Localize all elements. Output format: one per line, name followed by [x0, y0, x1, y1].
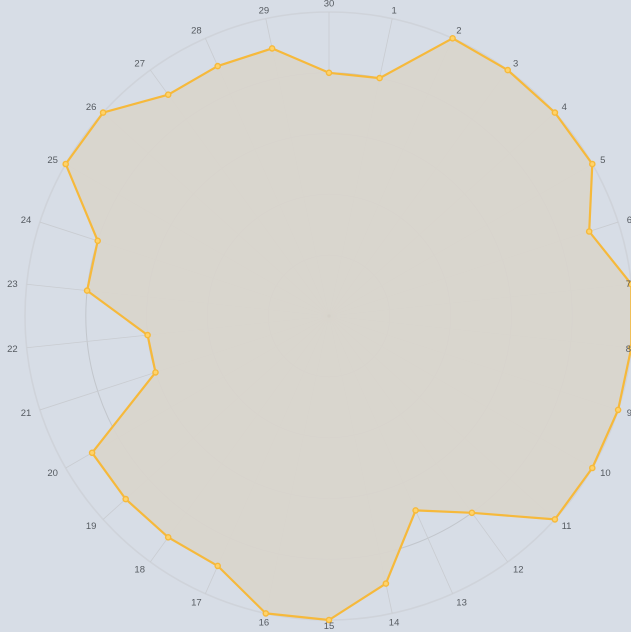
- data-point-1[interactable]: [376, 74, 383, 82]
- category-label-19: 19: [86, 521, 97, 532]
- category-label-18: 18: [134, 565, 145, 576]
- category-label-16: 16: [259, 618, 270, 629]
- category-label-4: 4: [562, 102, 567, 113]
- category-label-21: 21: [21, 408, 32, 419]
- data-point-8[interactable]: [628, 344, 631, 352]
- data-point-6[interactable]: [585, 228, 593, 235]
- data-point-9[interactable]: [614, 406, 622, 414]
- category-label-14: 14: [389, 618, 400, 629]
- category-label-5: 5: [600, 155, 605, 166]
- category-label-2: 2: [456, 26, 461, 37]
- radar-category-labels: 1234567891011121314151617181920212223242…: [7, 0, 631, 632]
- category-label-24: 24: [21, 215, 32, 226]
- data-point-24[interactable]: [94, 237, 101, 245]
- category-label-13: 13: [456, 597, 467, 608]
- radar-series-area: [64, 37, 631, 622]
- data-point-14[interactable]: [382, 580, 390, 587]
- data-point-17[interactable]: [214, 562, 221, 570]
- data-point-13[interactable]: [412, 507, 419, 514]
- category-label-27: 27: [134, 58, 145, 69]
- category-label-8: 8: [626, 344, 631, 355]
- data-point-16[interactable]: [262, 610, 270, 617]
- data-point-30[interactable]: [325, 69, 333, 77]
- series-polygon: [64, 37, 631, 622]
- category-label-9: 9: [627, 408, 631, 419]
- category-label-22: 22: [7, 344, 18, 355]
- data-point-5[interactable]: [589, 160, 596, 168]
- data-point-10[interactable]: [589, 464, 596, 472]
- category-label-23: 23: [7, 279, 18, 290]
- data-point-21[interactable]: [152, 369, 159, 376]
- radar-data-points: [62, 35, 631, 624]
- data-point-4[interactable]: [551, 109, 559, 116]
- category-label-6: 6: [627, 215, 631, 226]
- category-label-15: 15: [324, 621, 335, 632]
- data-point-12[interactable]: [468, 509, 476, 517]
- category-label-3: 3: [513, 58, 518, 69]
- data-point-7[interactable]: [628, 280, 631, 288]
- data-point-27[interactable]: [164, 91, 172, 98]
- data-point-3[interactable]: [504, 66, 512, 74]
- data-point-2[interactable]: [449, 35, 456, 42]
- category-label-25: 25: [47, 155, 58, 166]
- category-label-29: 29: [259, 5, 270, 16]
- category-label-1: 1: [391, 5, 396, 16]
- category-label-17: 17: [191, 597, 202, 608]
- data-point-26[interactable]: [99, 109, 107, 116]
- category-label-11: 11: [562, 521, 572, 532]
- data-point-20[interactable]: [88, 449, 96, 457]
- data-point-29[interactable]: [268, 45, 276, 52]
- category-label-28: 28: [191, 26, 202, 37]
- category-label-10: 10: [600, 468, 611, 479]
- data-point-22[interactable]: [144, 331, 151, 339]
- category-label-26: 26: [86, 102, 97, 113]
- category-label-20: 20: [47, 468, 58, 479]
- category-label-12: 12: [513, 565, 524, 576]
- data-point-15[interactable]: [325, 616, 333, 624]
- data-point-23[interactable]: [83, 287, 91, 294]
- data-point-19[interactable]: [122, 495, 129, 503]
- data-point-18[interactable]: [164, 534, 172, 541]
- data-point-25[interactable]: [62, 160, 69, 168]
- category-label-7: 7: [626, 279, 631, 290]
- category-label-30: 30: [324, 0, 335, 10]
- data-point-28[interactable]: [214, 62, 221, 70]
- data-point-11[interactable]: [551, 516, 559, 523]
